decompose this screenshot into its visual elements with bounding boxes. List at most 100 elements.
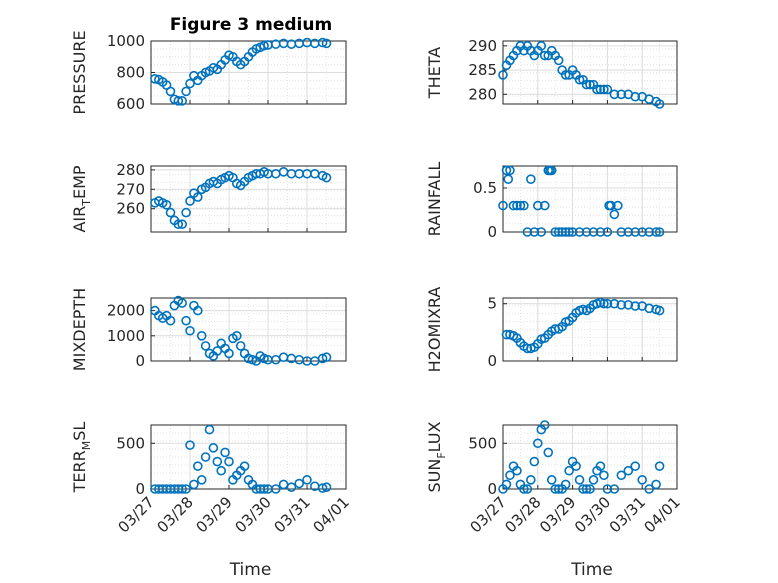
- x-tick-label: 03/28: [501, 493, 544, 536]
- data-point: [567, 227, 578, 237]
- data-point: [623, 227, 634, 237]
- data-point: [599, 470, 609, 481]
- data-point: [574, 74, 585, 85]
- axes-box: [150, 424, 347, 490]
- data-point: [503, 174, 514, 184]
- data-point: [532, 438, 543, 449]
- data-point: [321, 482, 332, 492]
- data-point: [259, 40, 269, 51]
- x-tick-label: 03/30: [571, 493, 614, 536]
- data-point: [309, 168, 320, 179]
- data-point: [177, 298, 187, 308]
- data-point: [539, 420, 550, 430]
- data-point: [630, 227, 641, 237]
- y-tick-label: 800: [116, 64, 145, 82]
- data-point: [550, 227, 561, 237]
- subplot-rainfall: 0 0.5 RAINFALL: [425, 162, 678, 241]
- data-point: [644, 227, 654, 237]
- data-point: [630, 91, 641, 102]
- y-tick-label: 1000: [107, 32, 145, 50]
- data-point: [501, 479, 512, 490]
- data-point: [212, 456, 223, 467]
- figure-title: Figure 3 medium: [170, 15, 332, 35]
- y-axis-label: RAINFALL: [425, 162, 444, 237]
- y-tick-label: 285: [468, 61, 497, 79]
- data-point: [177, 484, 187, 494]
- data-point: [602, 298, 613, 309]
- x-axis-label: Time: [570, 560, 613, 580]
- data-point: [616, 300, 627, 310]
- data-point: [522, 227, 533, 237]
- data-point: [637, 475, 648, 485]
- data-point: [317, 37, 328, 48]
- data-point: [623, 465, 634, 476]
- y-axis-label: MIXDEPTH: [70, 288, 89, 371]
- data-point: [181, 484, 191, 494]
- data-point: [522, 484, 533, 494]
- data-point: [498, 70, 508, 80]
- y-tick-label: 0: [135, 480, 145, 498]
- x-tick-label: 03/27: [467, 493, 510, 536]
- data-point: [193, 192, 203, 202]
- data-point: [278, 352, 289, 363]
- data-point: [637, 227, 648, 237]
- data-point: [602, 484, 613, 494]
- y-axis-label: H2OMIXRA: [425, 287, 444, 373]
- data-point: [294, 478, 305, 489]
- subplot-pressure: 600 800 1000 PRESSURE: [70, 30, 347, 115]
- subplot-theta: 280 285 290 THETA: [425, 37, 678, 109]
- data-point: [623, 300, 634, 310]
- data-point: [574, 475, 585, 485]
- data-point: [185, 78, 195, 89]
- data-point: [609, 89, 620, 100]
- y-tick-label: 0: [487, 223, 497, 241]
- data-point: [599, 298, 609, 309]
- y-tick-label: 0.5: [473, 179, 497, 197]
- data-point: [609, 298, 620, 309]
- data-point: [278, 479, 289, 490]
- data-point: [177, 219, 187, 230]
- y-tick-label: 500: [468, 434, 497, 452]
- data-point: [581, 227, 592, 237]
- data-point: [196, 475, 207, 485]
- data-point: [235, 341, 246, 351]
- axes-box: [150, 165, 347, 233]
- data-point: [592, 84, 602, 95]
- data-point: [294, 354, 305, 365]
- data-point: [560, 479, 571, 490]
- data-point: [532, 200, 543, 211]
- y-tick-label: 600: [116, 95, 145, 113]
- data-point: [181, 86, 191, 97]
- data-point: [294, 168, 305, 179]
- data-point: [286, 482, 297, 492]
- y-tick-label: 0: [135, 352, 145, 370]
- data-point: [519, 200, 529, 211]
- data-point: [543, 447, 554, 458]
- data-point: [654, 305, 665, 316]
- y-tick-label: 5: [487, 295, 497, 313]
- data-point: [599, 84, 609, 95]
- data-point: [606, 200, 616, 211]
- data-point: [515, 200, 526, 211]
- data-point: [193, 461, 203, 471]
- data-point: [616, 227, 627, 237]
- data-point: [302, 475, 312, 485]
- data-point: [193, 305, 203, 316]
- y-axis-label: PRESSURE: [70, 30, 89, 114]
- data-point: [553, 227, 564, 237]
- x-tick-label: 03/31: [606, 493, 649, 536]
- data-point: [512, 200, 522, 211]
- data-point: [278, 167, 289, 177]
- data-point: [259, 484, 269, 494]
- data-point: [501, 165, 512, 176]
- data-point: [498, 200, 508, 211]
- y-tick-label: 280: [468, 85, 497, 103]
- data-point: [270, 168, 281, 179]
- data-point: [508, 200, 519, 211]
- data-point: [150, 74, 160, 84]
- subplot-h2omixra: 0 5 H2OMIXRA: [425, 287, 678, 373]
- data-point: [557, 227, 567, 237]
- data-point: [574, 227, 585, 237]
- y-tick-label: 290: [468, 37, 497, 55]
- data-point: [539, 200, 550, 211]
